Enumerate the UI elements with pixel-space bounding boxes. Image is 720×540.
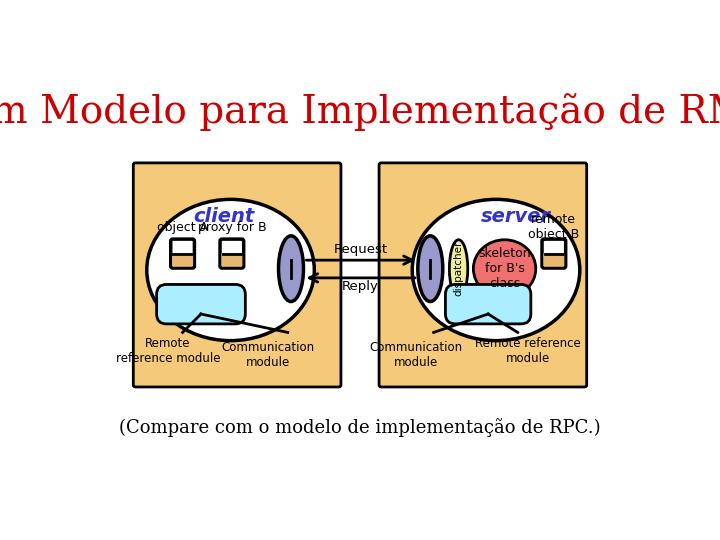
FancyBboxPatch shape [171,239,194,268]
FancyBboxPatch shape [172,253,193,267]
Text: Request: Request [333,242,387,255]
Text: skeleton
for B's
class: skeleton for B's class [478,247,531,290]
FancyBboxPatch shape [221,253,243,267]
FancyBboxPatch shape [157,285,246,324]
FancyBboxPatch shape [379,163,587,387]
FancyBboxPatch shape [133,163,341,387]
Text: server: server [481,207,551,226]
Text: Reply: Reply [342,280,379,293]
FancyBboxPatch shape [220,239,243,268]
Text: proxy for B: proxy for B [197,221,266,234]
Ellipse shape [473,240,536,298]
Text: object A: object A [157,221,208,234]
Text: Um Modelo para Implementação de RMI: Um Modelo para Implementação de RMI [0,93,720,131]
Ellipse shape [418,236,443,301]
Text: Communication
module: Communication module [369,341,462,369]
Ellipse shape [413,199,580,341]
Text: Remote reference
module: Remote reference module [474,337,580,365]
Text: remote
object B: remote object B [528,213,580,241]
FancyBboxPatch shape [542,239,566,268]
Ellipse shape [279,236,304,301]
Text: Remote
reference module: Remote reference module [116,337,220,365]
Ellipse shape [449,240,468,298]
Text: client: client [194,207,255,226]
FancyBboxPatch shape [446,285,531,324]
Ellipse shape [147,199,315,341]
Text: dispatcher: dispatcher [454,241,464,296]
Text: Communication
module: Communication module [222,341,315,369]
Text: (Compare com o modelo de implementação de RPC.): (Compare com o modelo de implementação d… [120,418,600,437]
FancyBboxPatch shape [544,253,564,267]
